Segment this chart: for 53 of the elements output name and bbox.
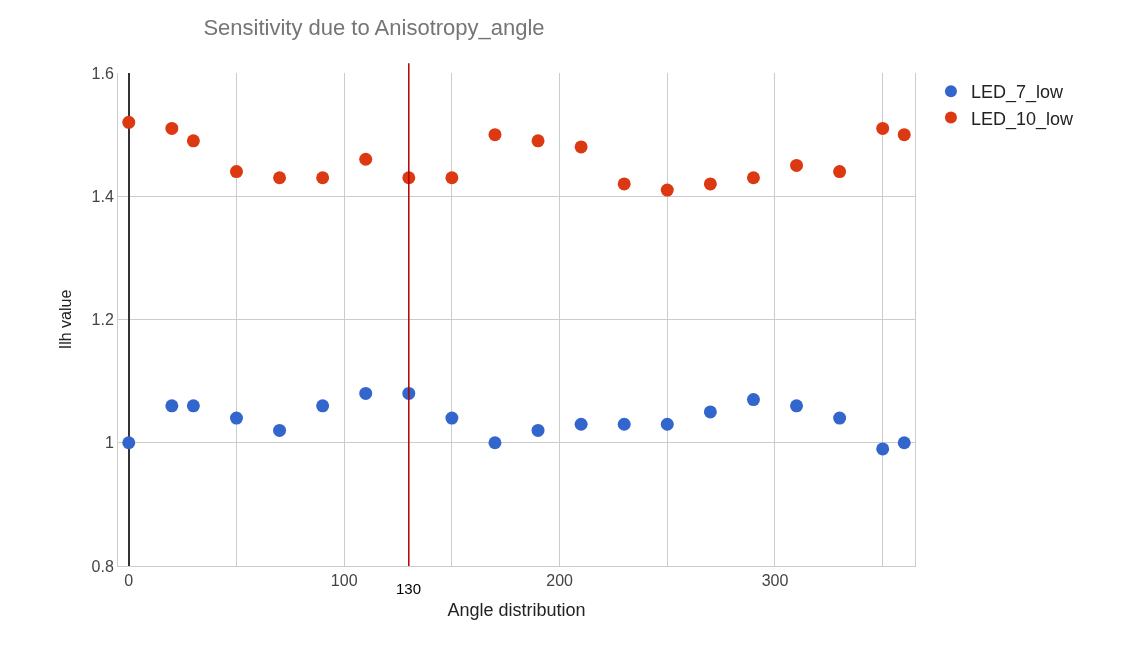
- point: [574, 417, 588, 431]
- x-tick-label: 100: [330, 572, 358, 590]
- point: [316, 399, 330, 413]
- point: [703, 405, 717, 419]
- legend-label: LED_10_low: [970, 108, 1075, 130]
- point: [488, 128, 502, 142]
- point: [574, 140, 588, 154]
- x-tick-label: 0: [124, 572, 134, 590]
- point: [897, 128, 911, 142]
- point: [165, 121, 179, 135]
- y-tick-label: 1.4: [91, 187, 114, 205]
- point: [229, 411, 243, 425]
- y-tick-label: 1.6: [91, 64, 114, 82]
- point: [617, 177, 631, 191]
- point: [746, 393, 760, 407]
- point: [617, 417, 631, 431]
- point: [273, 423, 287, 437]
- x-tick-label: 300: [761, 572, 789, 590]
- y-axis-title: Ilh value: [57, 289, 75, 350]
- point: [790, 399, 804, 413]
- point: [746, 171, 760, 185]
- point: [229, 165, 243, 179]
- legend-label: LED_7_low: [970, 82, 1064, 104]
- point: [660, 183, 674, 197]
- point: [531, 134, 545, 148]
- y-tick-label: 1: [104, 434, 114, 452]
- point: [316, 171, 330, 185]
- point: [897, 436, 911, 450]
- point: [876, 442, 890, 456]
- point: [186, 134, 200, 148]
- point: [186, 399, 200, 413]
- point: [273, 171, 287, 185]
- point: [165, 399, 179, 413]
- point: [703, 177, 717, 191]
- point: [445, 171, 459, 185]
- point: [445, 411, 459, 425]
- point: [359, 386, 373, 400]
- point: [876, 121, 890, 135]
- chart-title: Sensitivity due to Anisotropy_angle: [203, 15, 545, 41]
- point: [122, 115, 136, 129]
- point: [833, 165, 847, 179]
- point: [660, 417, 674, 431]
- point: [359, 152, 373, 166]
- x-tick-label: 200: [546, 572, 574, 590]
- y-tick-label: 0.8: [91, 557, 114, 575]
- y-tick-label: 1.2: [91, 311, 114, 329]
- ref-line-label: 130: [396, 580, 422, 597]
- point: [122, 436, 136, 450]
- point: [833, 411, 847, 425]
- point: [531, 423, 545, 437]
- point: [488, 436, 502, 450]
- x-axis-title: Angle distribution: [447, 600, 586, 621]
- point: [790, 158, 804, 172]
